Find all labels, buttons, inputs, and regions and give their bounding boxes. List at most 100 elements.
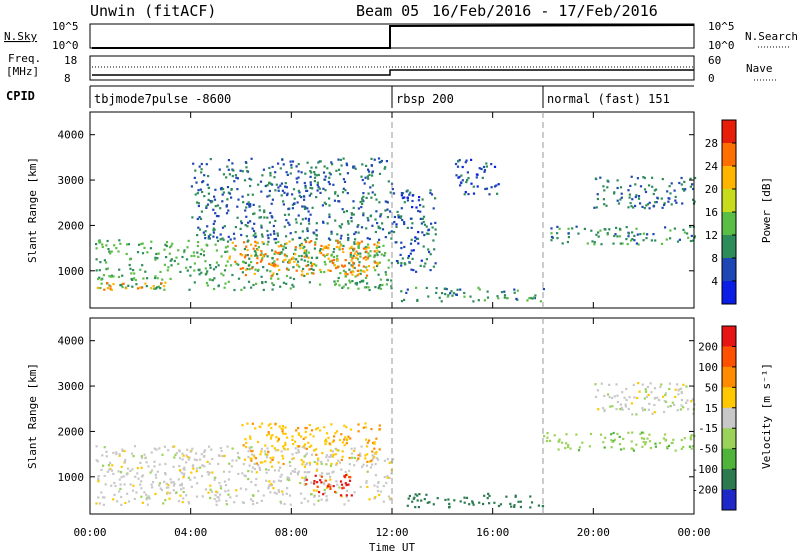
data-cell [208, 462, 211, 465]
data-cell [173, 259, 176, 263]
data-cell [463, 496, 466, 499]
data-cell [125, 287, 128, 290]
data-cell [387, 266, 390, 269]
data-cell [340, 223, 344, 226]
data-cell [375, 210, 378, 213]
data-cell [319, 191, 322, 194]
data-cell [162, 502, 165, 505]
data-cell [360, 206, 363, 209]
data-cell [262, 494, 265, 497]
data-cell [289, 503, 292, 506]
data-cell [281, 189, 284, 192]
data-cell [639, 432, 642, 436]
data-cell [361, 163, 364, 166]
data-cell [251, 466, 255, 469]
colorbar-tick-label: 8 [711, 252, 718, 265]
data-cell [486, 497, 489, 500]
data-cell [366, 282, 369, 285]
data-cell [132, 455, 135, 458]
data-cell [186, 448, 189, 451]
data-cell [340, 468, 343, 471]
data-cell [667, 200, 670, 203]
data-cell [301, 205, 304, 208]
data-cell [130, 272, 133, 275]
data-cell [336, 239, 339, 242]
y-tick-label: 3000 [58, 380, 85, 393]
data-cell [247, 455, 250, 458]
power-heatmap [95, 157, 697, 303]
data-cell [634, 195, 637, 199]
data-cell [463, 193, 466, 196]
data-cell [286, 192, 289, 195]
data-cell [140, 495, 143, 498]
data-cell [632, 383, 635, 386]
data-cell [286, 173, 289, 176]
noise-right-label: N.Search [745, 30, 798, 43]
data-cell [168, 252, 171, 255]
data-cell [109, 252, 112, 255]
data-cell [680, 404, 683, 407]
data-cell [619, 186, 623, 189]
data-cell [177, 262, 180, 265]
data-cell [496, 295, 499, 298]
data-cell [687, 408, 690, 411]
data-cell [410, 268, 413, 271]
data-cell [344, 189, 347, 192]
data-cell [682, 406, 685, 409]
data-cell [274, 449, 277, 452]
data-cell [295, 429, 298, 432]
data-cell [177, 500, 181, 503]
data-cell [376, 244, 379, 247]
data-cell [303, 245, 306, 248]
data-cell [663, 400, 666, 403]
data-cell [352, 206, 355, 209]
data-cell [153, 447, 156, 450]
data-cell [412, 269, 415, 272]
data-cell [282, 245, 285, 248]
colorbar-tick-label: 100 [698, 361, 718, 374]
data-cell [115, 451, 118, 454]
data-cell [624, 405, 627, 408]
data-cell [313, 495, 316, 498]
data-cell [316, 189, 319, 192]
data-cell [651, 176, 654, 179]
data-cell [376, 261, 379, 264]
data-cell [335, 245, 338, 249]
data-cell [367, 177, 370, 180]
data-cell [228, 257, 231, 260]
data-cell [193, 254, 196, 257]
data-cell [246, 267, 249, 271]
data-region [392, 189, 437, 273]
data-cell [677, 393, 680, 396]
data-cell [306, 227, 309, 230]
data-cell [465, 181, 468, 184]
noise-left-label: N.Sky [4, 30, 37, 43]
data-cell [618, 435, 621, 438]
data-cell [678, 388, 681, 391]
data-cell [383, 459, 386, 462]
data-cell [408, 193, 411, 196]
data-cell [200, 162, 203, 166]
data-cell [377, 458, 380, 461]
data-cell [214, 266, 218, 269]
data-cell [386, 458, 389, 461]
data-cell [388, 231, 391, 234]
data-cell [353, 447, 356, 450]
data-cell [366, 453, 369, 456]
data-cell [335, 169, 338, 172]
data-cell [373, 447, 376, 450]
data-cell [376, 263, 379, 266]
data-cell [340, 433, 343, 436]
data-cell [273, 252, 276, 255]
data-cell [432, 503, 435, 506]
data-cell [550, 235, 554, 239]
data-cell [276, 252, 279, 255]
data-cell [267, 237, 270, 240]
data-cell [108, 250, 111, 253]
data-cell [367, 219, 370, 222]
data-cell [270, 483, 273, 486]
data-cell [591, 240, 594, 243]
data-cell [378, 493, 381, 497]
data-cell [166, 269, 169, 272]
data-cell [472, 192, 476, 195]
